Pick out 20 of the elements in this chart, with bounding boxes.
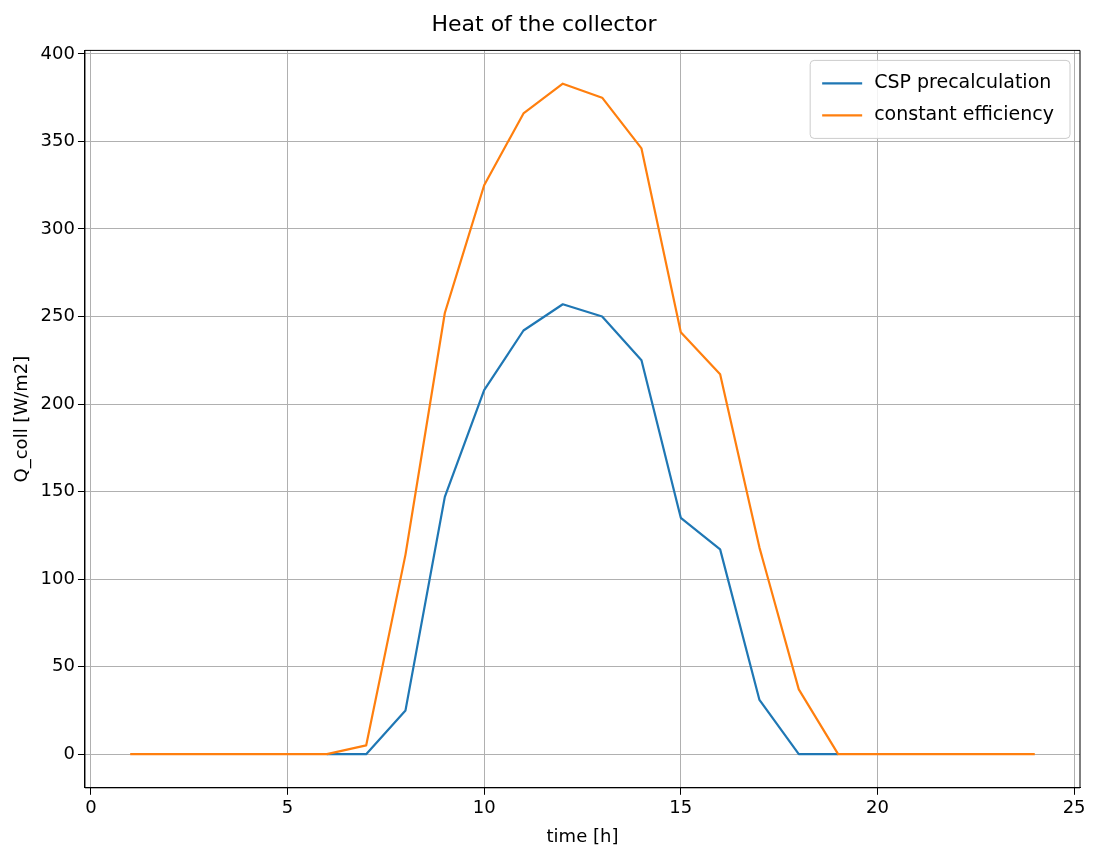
chart-title: Heat of the collector [431,10,658,36]
y-tick-label: 150 [40,479,75,501]
y-axis-title: Q_coll [W/m2] [10,355,33,483]
x-tick-label: 5 [281,796,294,818]
y-tick-label: 0 [63,741,75,763]
y-tick-label: 350 [40,129,75,151]
x-tick-label: 15 [669,796,693,818]
y-tick-label: 300 [40,216,75,238]
legend-label: constant efficiency [874,102,1054,125]
legend-label: CSP precalculation [874,70,1052,93]
x-tick-label: 10 [472,796,496,818]
y-tick-label: 50 [52,654,75,676]
x-tick-label: 25 [1062,796,1086,818]
y-tick-label: 200 [40,391,75,413]
y-tick-label: 100 [40,566,75,588]
x-tick-label: 20 [866,796,889,818]
y-tick-label: 250 [40,304,75,326]
x-axis-title: time [h] [546,824,619,846]
x-tick-label: 0 [85,796,97,818]
y-tick-label: 400 [40,41,75,63]
